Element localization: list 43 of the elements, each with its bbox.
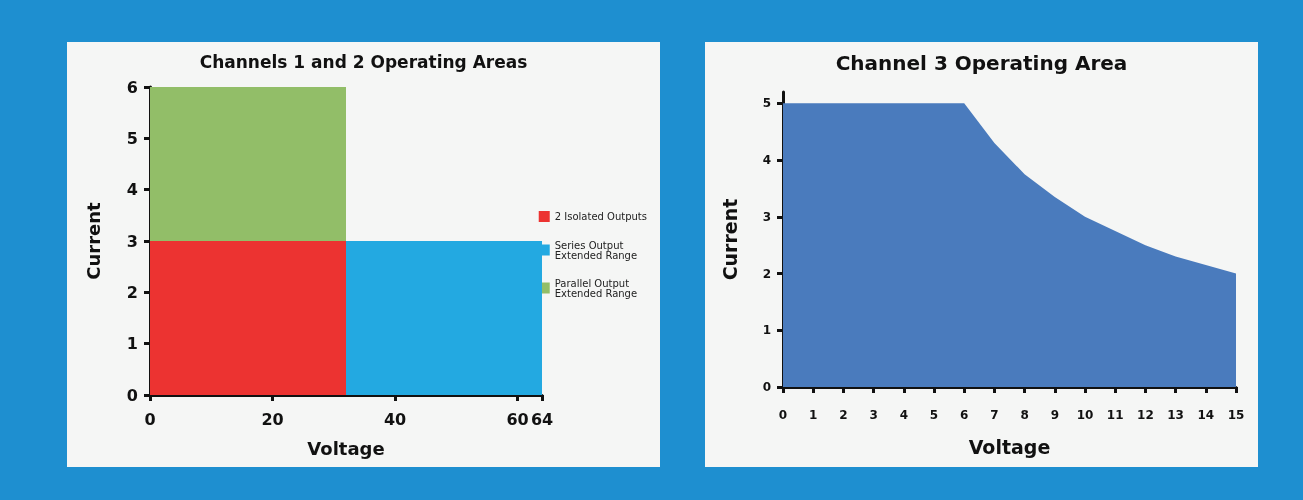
x-tick-label: 15 [1227,408,1245,422]
x-axis-title: Voltage [968,435,1051,458]
y-tick-label: 6 [126,77,138,97]
legend-label: Series Output Extended Range [554,239,638,261]
x-tick-label: 8 [1020,408,1029,422]
y-axis-title: Current [718,198,741,281]
x-tick-label: 3 [869,408,878,422]
y-tick-label: 4 [126,180,138,200]
y-tick-label: 4 [762,153,771,168]
y-tick-label: 0 [126,385,138,405]
x-tick-label: 20 [261,409,284,429]
x-tick-label: 9 [1050,408,1059,422]
x-tick-label: 4 [899,408,908,422]
x-tick-label: 40 [383,409,407,429]
y-tick-label: 2 [762,266,771,281]
chart-title: Channels 1 and 2 Operating Areas [199,51,528,72]
x-tick-label: 0 [778,408,788,422]
y-tick-label: 5 [762,96,771,111]
y-tick-label: 1 [126,334,138,354]
y-tick-label: 2 [126,282,138,302]
x-tick-label: 14 [1197,408,1215,422]
y-axis-title: Current [82,201,104,280]
x-tick-label: 7 [990,408,999,422]
x-tick-label: 64 [530,409,554,429]
x-axis-title: Voltage [307,437,385,459]
x-tick-label: 60 [506,409,529,429]
x-tick-label: 12 [1137,408,1154,422]
y-tick-label: 0 [762,380,771,394]
y-tick-label: 1 [762,323,771,338]
x-tick-label: 0 [144,409,156,429]
x-tick-label: 11 [1106,408,1124,422]
legend-label: 2 Isolated Outputs [554,211,648,222]
y-tick-label: 3 [762,209,771,224]
x-tick-label: 10 [1076,408,1094,422]
y-tick-label: 5 [126,128,138,148]
legend-label: Parallel Output Extended Range [554,277,638,299]
chart-title: Channel 3 Operating Area [835,51,1128,75]
x-tick-label: 2 [839,408,848,422]
x-tick-label: 1 [809,408,818,422]
x-tick-label: 6 [960,408,969,422]
x-tick-label: 13 [1167,408,1184,422]
y-tick-label: 3 [126,231,138,251]
x-tick-label: 5 [929,408,939,422]
